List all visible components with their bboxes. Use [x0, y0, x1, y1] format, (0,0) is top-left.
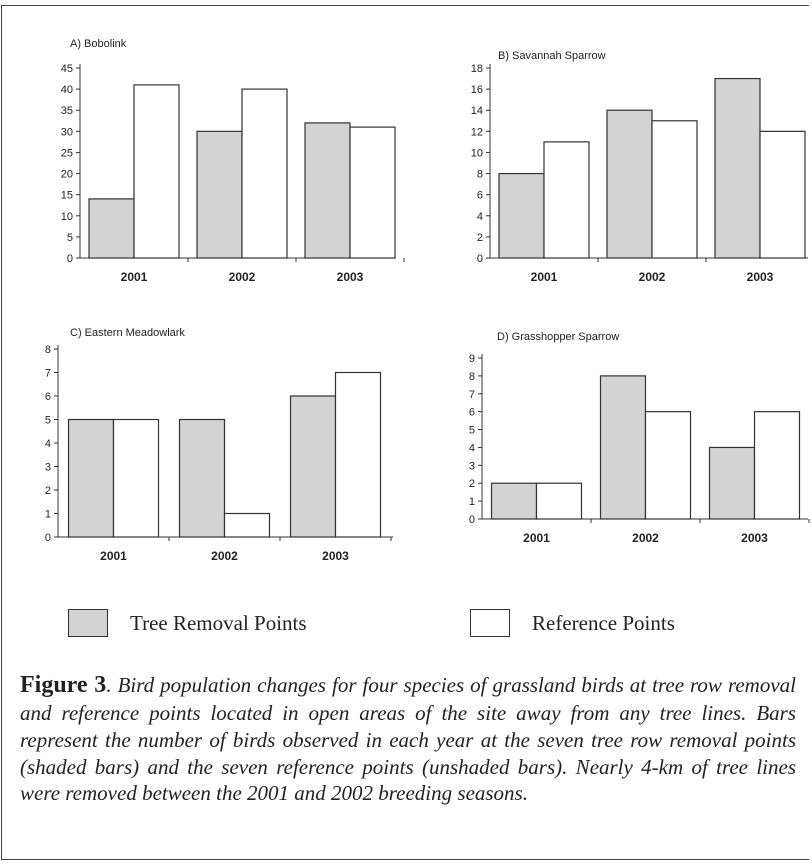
- caption-text: . Bird population changes for four speci…: [20, 673, 796, 806]
- bar-reference-eastern-meadowlark-2002: [223, 512, 271, 538]
- y-tick-label-eastern-meadowlark: 4: [45, 438, 51, 450]
- bar-tree-removal-eastern-meadowlark-2001: [67, 418, 115, 538]
- bar-tree-removal-bobolink-2003: [304, 122, 351, 259]
- y-tick-label-grasshopper-sparrow: 9: [469, 353, 475, 365]
- y-tick-label-bobolink: 35: [61, 105, 73, 117]
- legend-swatch-reference: [470, 609, 510, 637]
- y-tick-label-eastern-meadowlark: 6: [45, 391, 51, 403]
- y-tick-label-grasshopper-sparrow: 5: [469, 425, 475, 437]
- bar-tree-removal-bobolink-2001: [88, 198, 135, 259]
- y-tick-label-bobolink: 25: [61, 147, 73, 159]
- bar-tree-removal-grasshopper-sparrow-2002: [599, 375, 647, 520]
- y-tick-label-eastern-meadowlark: 1: [45, 509, 51, 521]
- legend-label-reference: Reference Points: [532, 610, 675, 635]
- y-tick-label-savannah-sparrow: 4: [477, 211, 483, 223]
- legend-swatch-tree-removal: [68, 609, 108, 637]
- x-tick-label-grasshopper-sparrow: 2001: [523, 531, 550, 545]
- bar-reference-savannah-sparrow-2003: [759, 130, 806, 259]
- y-tick-label-eastern-meadowlark: 7: [45, 368, 51, 380]
- y-tick-label-grasshopper-sparrow: 1: [469, 496, 475, 508]
- y-tick-label-bobolink: 45: [61, 63, 73, 75]
- x-tick-label-savannah-sparrow: 2001: [531, 270, 558, 284]
- legend-item-reference: Reference Points: [470, 606, 675, 640]
- y-tick-label-bobolink: 15: [61, 190, 73, 202]
- bar-tree-removal-grasshopper-sparrow-2001: [490, 482, 538, 520]
- bar-reference-grasshopper-sparrow-2003: [753, 411, 801, 520]
- caption-label: Figure 3: [20, 672, 107, 698]
- bar-tree-removal-savannah-sparrow-2003: [714, 77, 761, 259]
- x-tick-label-eastern-meadowlark: 2001: [100, 549, 127, 563]
- chart-title-savannah-sparrow: B) Savannah Sparrow: [498, 50, 606, 62]
- bar-reference-bobolink-2002: [241, 88, 288, 259]
- y-tick-label-bobolink: 5: [67, 232, 73, 244]
- y-tick-label-eastern-meadowlark: 2: [45, 485, 51, 497]
- y-tick-label-savannah-sparrow: 14: [471, 105, 483, 117]
- bar-reference-grasshopper-sparrow-2002: [644, 411, 692, 520]
- x-tick-label-savannah-sparrow: 2003: [747, 270, 774, 284]
- y-tick-label-bobolink: 30: [61, 126, 73, 138]
- bar-reference-savannah-sparrow-2002: [651, 120, 698, 259]
- bar-reference-eastern-meadowlark-2001: [112, 418, 160, 538]
- y-tick-label-savannah-sparrow: 18: [471, 63, 483, 75]
- figure-caption: Figure 3. Bird population changes for fo…: [20, 670, 796, 807]
- bar-tree-removal-savannah-sparrow-2001: [498, 172, 545, 259]
- bar-tree-removal-eastern-meadowlark-2002: [178, 418, 226, 538]
- y-tick-label-bobolink: 10: [61, 211, 73, 223]
- y-tick-label-savannah-sparrow: 2: [477, 232, 483, 244]
- x-tick-label-grasshopper-sparrow: 2002: [632, 531, 659, 545]
- y-tick-label-eastern-meadowlark: 8: [45, 344, 51, 356]
- y-tick-label-bobolink: 0: [67, 253, 73, 265]
- y-tick-label-grasshopper-sparrow: 4: [469, 442, 475, 454]
- x-tick-label-savannah-sparrow: 2002: [639, 270, 666, 284]
- x-tick-label-bobolink: 2001: [121, 270, 148, 284]
- y-tick-label-grasshopper-sparrow: 2: [469, 478, 475, 490]
- x-tick-label-eastern-meadowlark: 2002: [211, 549, 238, 563]
- bar-reference-eastern-meadowlark-2003: [334, 371, 382, 538]
- x-tick-label-bobolink: 2002: [229, 270, 256, 284]
- y-tick-label-savannah-sparrow: 6: [477, 190, 483, 202]
- y-tick-label-savannah-sparrow: 8: [477, 169, 483, 181]
- bar-tree-removal-grasshopper-sparrow-2003: [708, 446, 756, 520]
- y-tick-label-grasshopper-sparrow: 0: [469, 514, 475, 526]
- y-tick-label-eastern-meadowlark: 0: [45, 532, 51, 544]
- y-tick-label-savannah-sparrow: 12: [471, 126, 483, 138]
- y-tick-label-grasshopper-sparrow: 6: [469, 407, 475, 419]
- legend-item-tree-removal: Tree Removal Points: [68, 606, 307, 640]
- bar-tree-removal-bobolink-2002: [196, 130, 243, 259]
- bar-reference-grasshopper-sparrow-2001: [535, 482, 583, 520]
- x-tick-label-bobolink: 2003: [337, 270, 364, 284]
- y-tick-label-grasshopper-sparrow: 3: [469, 460, 475, 472]
- y-tick-label-savannah-sparrow: 0: [477, 253, 483, 265]
- chart-title-grasshopper-sparrow: D) Grasshopper Sparrow: [497, 331, 619, 343]
- figure-frame: [1, 5, 809, 860]
- y-tick-label-eastern-meadowlark: 3: [45, 462, 51, 474]
- bar-reference-bobolink-2001: [133, 84, 180, 259]
- bar-reference-bobolink-2003: [349, 126, 396, 259]
- bar-tree-removal-eastern-meadowlark-2003: [289, 395, 337, 538]
- x-tick-label-grasshopper-sparrow: 2003: [741, 531, 768, 545]
- y-tick-label-savannah-sparrow: 10: [471, 147, 483, 159]
- bar-reference-savannah-sparrow-2001: [543, 141, 590, 259]
- y-tick-label-eastern-meadowlark: 5: [45, 415, 51, 427]
- y-tick-label-grasshopper-sparrow: 7: [469, 389, 475, 401]
- chart-title-bobolink: A) Bobolink: [70, 38, 127, 50]
- x-tick-label-eastern-meadowlark: 2003: [322, 549, 349, 563]
- y-tick-label-bobolink: 20: [61, 169, 73, 181]
- bar-tree-removal-savannah-sparrow-2002: [606, 109, 653, 259]
- legend-label-tree-removal: Tree Removal Points: [130, 610, 307, 635]
- y-tick-label-grasshopper-sparrow: 8: [469, 371, 475, 383]
- y-tick-label-savannah-sparrow: 16: [471, 84, 483, 96]
- y-tick-label-bobolink: 40: [61, 84, 73, 96]
- chart-title-eastern-meadowlark: C) Eastern Meadowlark: [70, 327, 185, 339]
